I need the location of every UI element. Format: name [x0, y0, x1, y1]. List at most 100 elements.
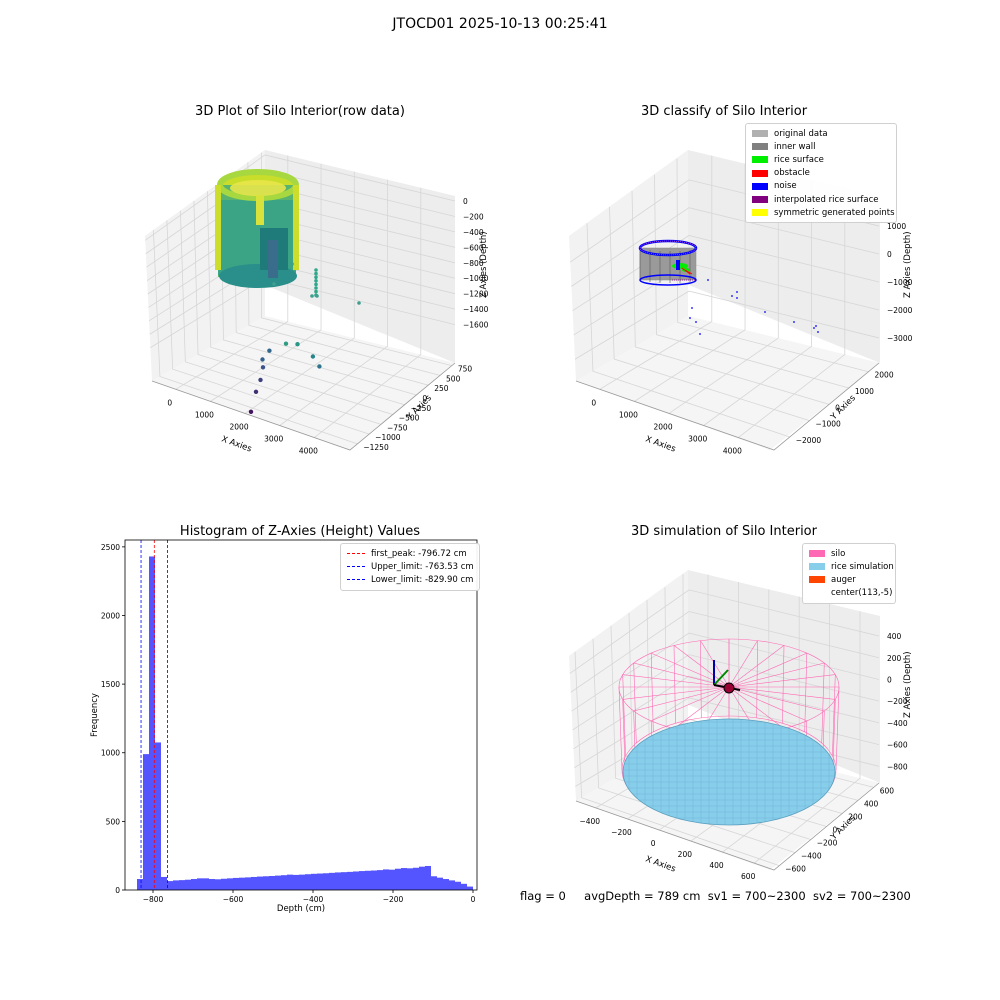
- legend-item-original-data: original data: [752, 127, 890, 140]
- hist-bar: [203, 878, 209, 890]
- p2-xlabel: X Axies: [644, 434, 677, 454]
- p1-data-point: [310, 294, 314, 298]
- p1-xlabel: X Axies: [220, 434, 253, 454]
- hist-bar: [401, 868, 407, 890]
- p1-ytick: −750: [387, 423, 408, 432]
- p1-data-point: [314, 286, 318, 290]
- p1-ztick: −800: [463, 259, 484, 268]
- legend-item-inner-wall: inner wall: [752, 140, 890, 153]
- panel2-3d-scatter[interactable]: 01000200030004000200010000−1000−20001000…: [500, 0, 1000, 500]
- status-sv2: sv2 = 700~2300: [812, 889, 911, 903]
- p4-ytick: −600: [785, 865, 806, 874]
- hist-bar: [335, 872, 341, 890]
- hist-xtick: −800: [143, 895, 164, 904]
- p1-data-point: [267, 348, 272, 353]
- hist-bar: [341, 872, 347, 890]
- p2-pane-side: [569, 150, 688, 381]
- panel1-title: 3D Plot of Silo Interior(row data): [195, 104, 405, 119]
- hist-bar: [245, 877, 251, 890]
- legend-item-upper-limit: Upper_limit: -763.53 cm: [347, 560, 474, 573]
- p2-noise-point: [793, 321, 795, 323]
- p2-noise-point: [736, 297, 738, 299]
- p4-ytick: 0: [833, 826, 838, 835]
- p2-ztick: −3000: [887, 334, 913, 343]
- p1-xtick: 4000: [299, 447, 318, 456]
- hist-bar: [461, 883, 467, 890]
- p2-ytick: 2000: [875, 371, 894, 380]
- p1-ytick: 750: [458, 365, 473, 374]
- p4-ztick: −200: [887, 697, 908, 706]
- hist-bar: [389, 869, 395, 890]
- hist-bar: [317, 873, 323, 890]
- hist-bar: [137, 879, 143, 890]
- panel4-legend: silo rice simulation auger center(113,-5…: [802, 543, 896, 604]
- hist-bar: [221, 878, 227, 890]
- p4-xtick: 400: [709, 861, 724, 870]
- hist-bar: [287, 874, 293, 890]
- hist-ytick: 0: [115, 886, 120, 895]
- p1-silo-cylinder: [215, 169, 299, 288]
- p2-ytick: 0: [835, 403, 840, 412]
- hist-bar: [227, 878, 233, 890]
- p2-ytick: −1000: [815, 420, 841, 429]
- p2-silo-classified: [638, 239, 698, 286]
- p2-ztick: 0: [887, 250, 892, 259]
- hist-bar: [371, 870, 377, 890]
- legend-item-rice-simulation: rice simulation: [809, 560, 894, 573]
- hist-ylabel: Frequency: [90, 693, 100, 737]
- p4-ytick: −200: [817, 839, 838, 848]
- hist-bar: [467, 886, 473, 890]
- p2-noise-point: [813, 327, 815, 329]
- hist-bar: [209, 879, 215, 890]
- hist-bar: [419, 866, 425, 890]
- hist-xlabel: Depth (cm): [277, 904, 325, 914]
- p4-xtick: −200: [611, 828, 632, 837]
- p1-ztick: −1200: [463, 290, 489, 299]
- legend-item-auger: auger: [809, 573, 889, 586]
- p1-data-point: [314, 271, 318, 276]
- hist-bar: [143, 754, 149, 890]
- p1-ztick: −1400: [463, 305, 489, 314]
- hist-xtick: −200: [383, 895, 404, 904]
- p2-zlabel: Z Axies (Depth): [903, 231, 913, 298]
- p4-ztick: 200: [887, 654, 902, 663]
- legend-item-noise: noise: [752, 180, 890, 193]
- hist-bar: [161, 876, 167, 890]
- p1-data-point: [314, 268, 318, 272]
- hist-bar: [167, 881, 173, 890]
- hist-bar: [347, 871, 353, 890]
- p2-noise-point: [764, 311, 766, 313]
- hist-bar: [275, 875, 281, 890]
- status-sv1: sv1 = 700~2300: [707, 889, 806, 903]
- status-flag: flag = 0: [520, 889, 566, 903]
- hist-ytick: 1000: [101, 749, 120, 758]
- hist-bar: [155, 742, 161, 890]
- hist-bar: [323, 873, 329, 890]
- panel3-histogram[interactable]: −800 −600 −400 −200 0 0 500 1000 1500 2000 2500 D…: [0, 500, 500, 920]
- p2-ztick: −2000: [887, 306, 913, 315]
- p2-noise-point: [817, 331, 819, 333]
- hist-bar: [377, 870, 383, 890]
- panel1-3d-scatter[interactable]: 010002000300040007505002500−250−500−750−…: [0, 0, 500, 500]
- p2-xtick: 1000: [619, 410, 638, 419]
- p1-ztick: 0: [463, 197, 468, 206]
- p4-xtick: 600: [741, 872, 756, 881]
- p1-ytick: −1250: [363, 443, 389, 452]
- hist-bar: [413, 867, 419, 890]
- panel4-title: 3D simulation of Silo Interior: [631, 524, 817, 539]
- panel2-title: 3D classify of Silo Interior: [640, 104, 808, 119]
- panel4-3d-simulation[interactable]: −400−20002004006006004002000−200−400−600…: [500, 500, 1000, 900]
- p2-noise-point: [699, 333, 701, 335]
- hist-bar: [365, 870, 371, 890]
- p1-xtick: 2000: [230, 422, 249, 431]
- p1-data-point: [317, 364, 322, 369]
- legend-item-rice-surface: rice surface: [752, 153, 890, 166]
- p2-noise-point: [731, 295, 733, 297]
- p1-data-point: [314, 279, 318, 283]
- p4-ztick: −600: [887, 741, 908, 750]
- p4-ztick: 400: [887, 632, 902, 641]
- p1-ztick: −400: [463, 228, 484, 237]
- hist-xtick: −600: [223, 895, 244, 904]
- p1-data-point: [315, 294, 319, 298]
- hist-bar: [311, 873, 317, 890]
